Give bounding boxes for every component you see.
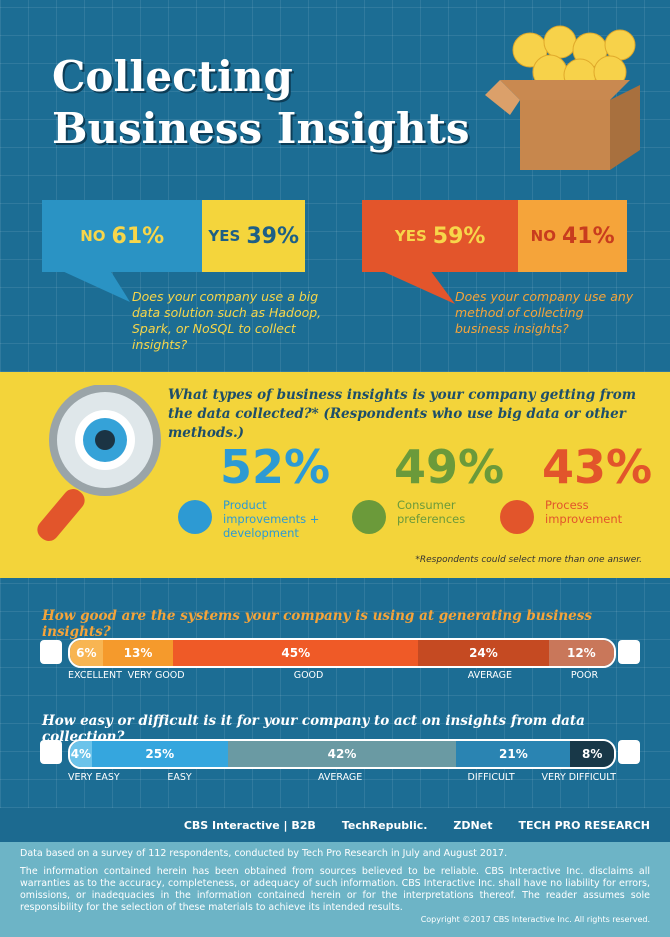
poll-segment: NO 41% xyxy=(518,200,627,272)
title-line: Business Insights xyxy=(52,104,470,153)
segment-label: POOR xyxy=(570,670,599,681)
bar-segment: 8% xyxy=(570,741,614,767)
insight-label: Consumer preferences xyxy=(397,498,466,526)
insight-icon xyxy=(178,500,212,534)
segment-value: 12% xyxy=(566,646,596,660)
bar-segment: 25% xyxy=(91,741,228,767)
poll-bar: YES 59% NO 41% xyxy=(362,200,627,272)
disclaimer: The information contained herein has bee… xyxy=(20,866,650,913)
footnote: *Respondents could select more than one … xyxy=(415,555,642,565)
insight-label: Process improvement xyxy=(545,498,623,526)
segment-value: 13% xyxy=(123,646,153,660)
bar-segment: 13% xyxy=(102,640,174,666)
insight-icon xyxy=(500,500,534,534)
poll-segment: YES 39% xyxy=(202,200,305,272)
segment-label: VERY GOOD xyxy=(127,670,185,681)
answer-label: NO xyxy=(530,227,556,245)
segment-value: 21% xyxy=(499,747,528,761)
bar-segment: 42% xyxy=(227,741,457,767)
logo: ZDNet xyxy=(453,818,493,832)
poll-bar: NO 61% YES 39% xyxy=(42,200,305,272)
survey-note: Data based on a survey of 112 respondent… xyxy=(20,848,508,859)
segment-label: VERY DIFFICULT xyxy=(541,772,616,783)
answer-label: YES xyxy=(394,227,427,245)
answer-value: 39% xyxy=(246,223,300,249)
segment-label: AVERAGE xyxy=(317,772,363,783)
footer: Data based on a survey of 112 respondent… xyxy=(0,842,670,937)
answer-label: YES xyxy=(208,227,241,245)
segment-label: GOOD xyxy=(293,670,324,681)
segment-value: 42% xyxy=(327,747,357,761)
bar-segment: 24% xyxy=(418,640,549,666)
segment-label: AVERAGE xyxy=(467,670,513,681)
bar-question: How good are the systems your company is… xyxy=(42,608,592,640)
bar-segment: 4% xyxy=(70,741,92,767)
bar-segment: 45% xyxy=(173,640,419,666)
title-line: Collecting xyxy=(52,52,293,101)
answer-value: 41% xyxy=(561,223,615,249)
insight-value: 52% xyxy=(220,440,331,494)
poll-question: Does your company use any method of coll… xyxy=(455,289,634,336)
pointers xyxy=(60,270,455,304)
copyright: Copyright ©2017 CBS Interactive Inc. All… xyxy=(420,915,650,924)
bar-labels: VERY EASY EASY AVERAGE DIFFICULT VERY DIFFIC… xyxy=(68,772,616,783)
logo: TechRepublic. xyxy=(341,818,428,832)
segment-label: VERY EASY xyxy=(68,772,120,783)
segment-value: 45% xyxy=(281,646,311,660)
poll-segment: YES 59% xyxy=(362,200,519,272)
bar-segment: 12% xyxy=(548,640,614,666)
bar-question: How easy or difficult is it for your com… xyxy=(42,713,585,745)
poll-question: Does your company use a big data solutio… xyxy=(132,289,322,352)
answer-value: 59% xyxy=(432,223,486,249)
segment-label: DIFFICULT xyxy=(467,772,515,783)
insight-value: 49% xyxy=(394,440,505,494)
answer-value: 61% xyxy=(111,223,165,249)
segment-value: 6% xyxy=(76,646,97,660)
segment-value: 8% xyxy=(582,747,603,761)
bar-labels: EXCELLENT VERY GOOD GOOD AVERAGE POOR xyxy=(68,670,616,681)
answer-label: NO xyxy=(80,227,106,245)
insight-label: Product improvements + development xyxy=(223,498,320,540)
insights-question: What types of business insights is your … xyxy=(168,387,637,441)
bars-background xyxy=(0,578,670,808)
stacked-bar: 6% 13% 45% 24% 12% xyxy=(68,638,616,668)
bar-segment: 6% xyxy=(70,640,103,666)
logo: TECH PRO RESEARCH xyxy=(518,818,650,832)
box-illustration xyxy=(485,25,640,170)
segment-value: 25% xyxy=(145,747,175,761)
segment-label: EXCELLENT xyxy=(68,670,122,681)
logos: CBS Interactive | B2B TechRepublic. ZDNet T… xyxy=(0,808,670,842)
insight-icon xyxy=(352,500,386,534)
poll-segment: NO 61% xyxy=(42,200,203,272)
magnifier-icon xyxy=(37,385,161,541)
logo: CBS Interactive | B2B xyxy=(183,818,316,832)
segment-value: 4% xyxy=(70,747,92,761)
insight-value: 43% xyxy=(542,440,653,494)
segment-value: 24% xyxy=(469,646,498,660)
stacked-bar: 4% 25% 42% 21% 8% xyxy=(68,739,616,769)
bar-segment: 21% xyxy=(456,741,571,767)
thumb-icons xyxy=(40,640,640,764)
segment-label: EASY xyxy=(167,772,192,783)
